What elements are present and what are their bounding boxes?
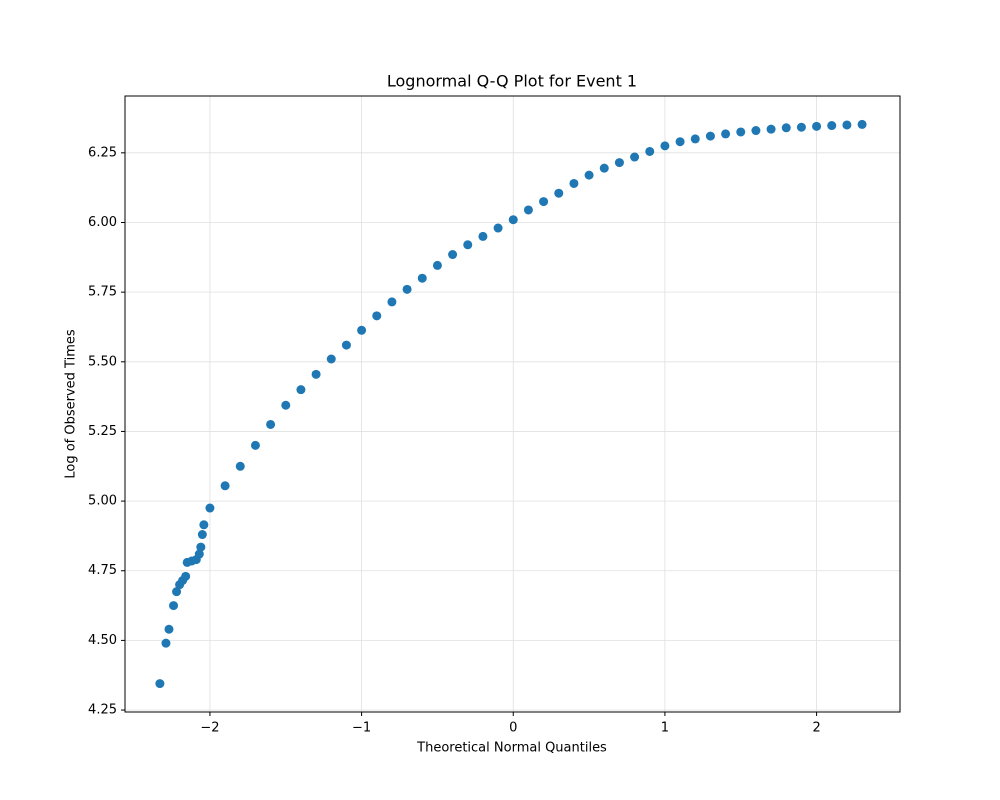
point xyxy=(690,134,700,144)
point xyxy=(387,297,397,307)
point xyxy=(493,223,503,233)
point xyxy=(463,240,473,250)
point xyxy=(161,638,171,648)
y-tick-label: 5.50 xyxy=(88,354,117,369)
point xyxy=(599,163,609,173)
point xyxy=(311,369,321,379)
point xyxy=(181,571,191,581)
point xyxy=(250,440,260,450)
chart-title: Lognormal Q-Q Plot for Event 1 xyxy=(387,72,637,91)
point xyxy=(235,461,245,471)
point xyxy=(766,124,776,134)
point xyxy=(827,121,837,131)
point xyxy=(584,170,594,180)
y-tick-label: 4.25 xyxy=(88,703,117,718)
point xyxy=(326,354,336,364)
point xyxy=(523,205,533,215)
point xyxy=(402,284,412,294)
point xyxy=(432,260,442,270)
point xyxy=(220,481,230,491)
point xyxy=(614,158,624,168)
point xyxy=(630,152,640,162)
point xyxy=(281,400,291,410)
point xyxy=(172,587,182,597)
x-axis-label: Theoretical Normal Quantiles xyxy=(416,741,607,756)
point xyxy=(554,188,564,198)
point xyxy=(199,520,209,530)
point xyxy=(417,273,427,283)
y-axis-label: Log of Observed Times xyxy=(64,329,79,479)
point xyxy=(736,127,746,137)
x-tick-label: 1 xyxy=(661,721,669,736)
point xyxy=(569,178,579,188)
point xyxy=(675,137,685,147)
point xyxy=(296,385,306,395)
y-tick-label: 6.00 xyxy=(88,215,117,230)
y-tick-label: 5.00 xyxy=(88,494,117,509)
point xyxy=(155,679,165,689)
x-tick-label: 0 xyxy=(509,721,517,736)
point xyxy=(341,340,351,350)
point xyxy=(539,197,549,207)
x-tick-label: −1 xyxy=(352,721,371,736)
point xyxy=(645,146,655,156)
point xyxy=(372,311,382,321)
point xyxy=(164,624,174,634)
point xyxy=(721,129,731,139)
point xyxy=(508,215,518,225)
point xyxy=(205,503,215,513)
point xyxy=(812,121,822,131)
point xyxy=(842,120,852,130)
point xyxy=(796,122,806,132)
plot-frame xyxy=(124,95,901,713)
point xyxy=(781,123,791,133)
y-tick-label: 5.25 xyxy=(88,424,117,439)
x-tick-label: −2 xyxy=(200,721,219,736)
point xyxy=(478,231,488,241)
point xyxy=(751,126,761,136)
x-tick-label: 2 xyxy=(812,721,820,736)
y-tick-label: 4.50 xyxy=(88,633,117,648)
point xyxy=(660,141,670,151)
y-tick-label: 6.25 xyxy=(88,145,117,160)
point xyxy=(857,119,867,129)
point xyxy=(357,325,367,335)
y-tick-label: 4.75 xyxy=(88,563,117,578)
point xyxy=(197,530,207,540)
point xyxy=(194,549,204,559)
y-tick-label: 5.75 xyxy=(88,285,117,300)
point xyxy=(266,419,276,429)
point xyxy=(705,131,715,141)
point xyxy=(448,250,458,260)
point xyxy=(196,542,206,552)
point xyxy=(169,601,179,611)
